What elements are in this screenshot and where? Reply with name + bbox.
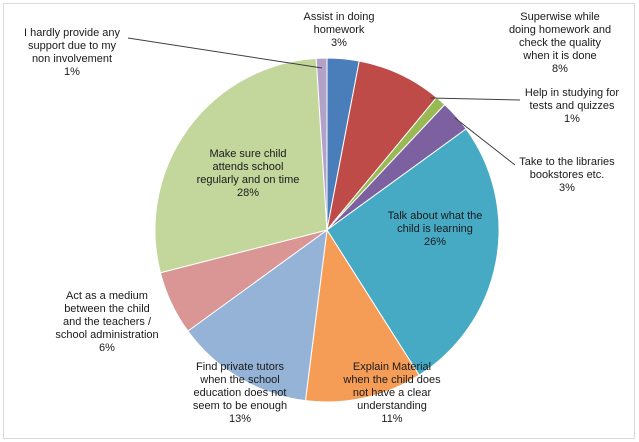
pie-slice-make-sure-child bbox=[154, 57, 328, 274]
data-label-help-in-studying-for: Help in studying for tests and quizzes 1% bbox=[525, 87, 619, 125]
data-label-i-hardly-provide-any: I hardly provide any support due to my non… bbox=[24, 27, 120, 78]
pie-slice-i-hardly-provide-any bbox=[315, 57, 328, 231]
data-label-superwise-while: Superwise while doing homework and check t… bbox=[509, 11, 611, 75]
data-label-explain-material: Explain Material when the child does not h… bbox=[342, 361, 441, 425]
data-label-act-as-a-medium: Act as a medium between the child and the … bbox=[55, 290, 158, 354]
leader-line-take-to-the-libraries bbox=[454, 117, 516, 166]
pie-slice-explain-material bbox=[304, 228, 420, 403]
data-label-assist-in-doing: Assist in doing homework 3% bbox=[304, 11, 375, 49]
data-label-take-to-the-libraries: Take to the libraries bookstores etc. 3% bbox=[519, 156, 615, 194]
leader-line-help-in-studying-for bbox=[429, 97, 521, 101]
data-label-find-private-tutors: Find private tutors when the school educat… bbox=[193, 361, 287, 425]
data-label-talk-about-what-the: Talk about what the child is learning 26% bbox=[388, 210, 483, 248]
pie-slice-find-private-tutors bbox=[187, 228, 328, 402]
leader-line-i-hardly-provide-any bbox=[127, 37, 323, 69]
pie-slice-talk-about-what-the bbox=[326, 128, 500, 376]
data-label-make-sure-child: Make sure child attends school regularly a… bbox=[197, 148, 300, 199]
